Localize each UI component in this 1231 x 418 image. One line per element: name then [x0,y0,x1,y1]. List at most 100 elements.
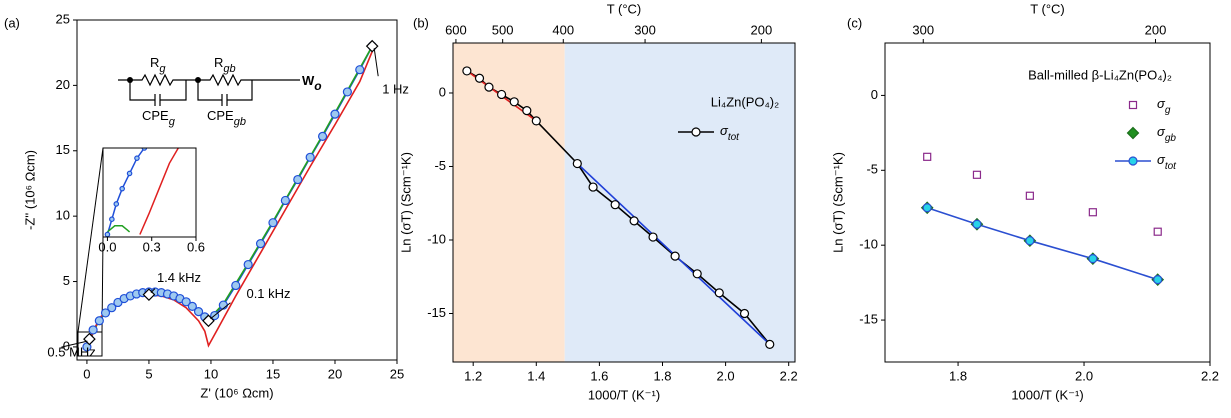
point [365,39,379,53]
x-tick-label: 20 [328,366,342,381]
plot-frame [102,147,197,238]
point [113,201,120,207]
point [231,280,241,291]
x-tick-label: 15 [266,366,280,381]
point [317,131,328,141]
y-tick-label: 5 [63,273,70,288]
point [100,308,111,318]
point [134,155,140,161]
point [243,259,253,270]
point [305,152,315,162]
point [739,308,750,319]
point [1025,236,1035,246]
legend-entry: σtot [1115,152,1177,172]
point [88,325,98,335]
point [1025,191,1034,200]
circuit-label: Rgb [214,55,236,74]
panel-label: (c) [847,15,862,30]
text-part: gb [234,116,246,128]
x-tick-label: 10 [204,366,218,381]
circuit-label: CPEg [142,108,176,127]
label-arrow [210,302,231,320]
point [629,216,639,226]
legend-entry: σgb [1126,124,1176,144]
point [202,314,215,328]
legend-entry: σtot [678,123,740,143]
point [496,89,507,100]
top-tick-label: 500 [492,22,514,37]
point [531,116,541,126]
x-axis-label: Z' (10⁶ Ωcm) [200,385,273,400]
top-tick-label: 300 [634,22,656,37]
x-tick-label: 2.2 [1201,368,1219,383]
point [474,73,485,83]
point [588,182,598,192]
shaded-region [564,43,795,362]
x-tick-label: 0.6 [187,239,205,254]
circuit-label: Rg [150,55,166,74]
point-label: 0.5 MHz [47,345,95,360]
text-part: W [302,73,315,88]
x-axis-label: 1000/T (K⁻¹) [1011,387,1083,402]
y-tick-label: 10 [56,208,70,223]
top-tick-label: 300 [912,22,934,37]
legend-label: σtot [720,123,740,142]
point [293,174,303,185]
x-tick-label: 2.0 [1075,368,1093,383]
y-tick-label: -5 [866,162,878,177]
point [107,303,117,313]
inset-background [103,148,196,237]
point [1088,254,1098,264]
text-part: gb [223,63,235,75]
series-line [106,225,131,233]
circuit-wire [118,73,300,106]
legend-marker [1128,100,1138,110]
point [268,218,278,228]
point [104,231,111,237]
x-tick-label: 0.3 [143,239,161,254]
y-tick-label: -15 [859,312,878,327]
point [1153,227,1162,236]
x-tick-label: 1.6 [590,368,608,383]
point [255,239,266,249]
legend-marker [1126,126,1140,140]
series-group [920,152,1165,286]
point [94,316,104,326]
y-tick-label: 25 [56,11,70,26]
text-part: g [169,116,176,128]
point [83,332,96,346]
series-line [926,206,1158,281]
text-part: g [159,63,166,75]
point [330,109,340,119]
point [1088,208,1097,217]
legend-marker [691,127,701,137]
y-tick-label: 15 [56,142,70,157]
top-axis-label: T (°C) [607,1,642,16]
y-tick-label: -5 [434,158,446,173]
point [648,232,658,242]
circuit-node [195,77,201,83]
y-tick-label: 20 [56,77,70,92]
panel-label: (b) [413,15,429,30]
point [126,170,133,177]
label-arrow [150,288,156,293]
legend-label: σg [1157,96,1171,115]
point [972,219,982,229]
label-arrow [61,340,88,348]
y-axis-label: Ln (σT) (Scm⁻¹K) [398,152,413,253]
top-tick-label: 200 [1145,22,1167,37]
x-tick-label: 1.2 [464,368,482,383]
top-axis-label: T (°C) [1030,1,1065,16]
point [462,66,472,76]
point-label: 1 Hz [382,82,409,97]
point [923,152,932,161]
point [181,297,191,307]
point [280,195,290,206]
point [484,82,494,92]
plot-frame [884,42,1211,363]
point [142,288,156,301]
legend-label: σgb [1157,124,1176,143]
point [193,307,204,317]
y-tick-label: -15 [427,305,446,320]
